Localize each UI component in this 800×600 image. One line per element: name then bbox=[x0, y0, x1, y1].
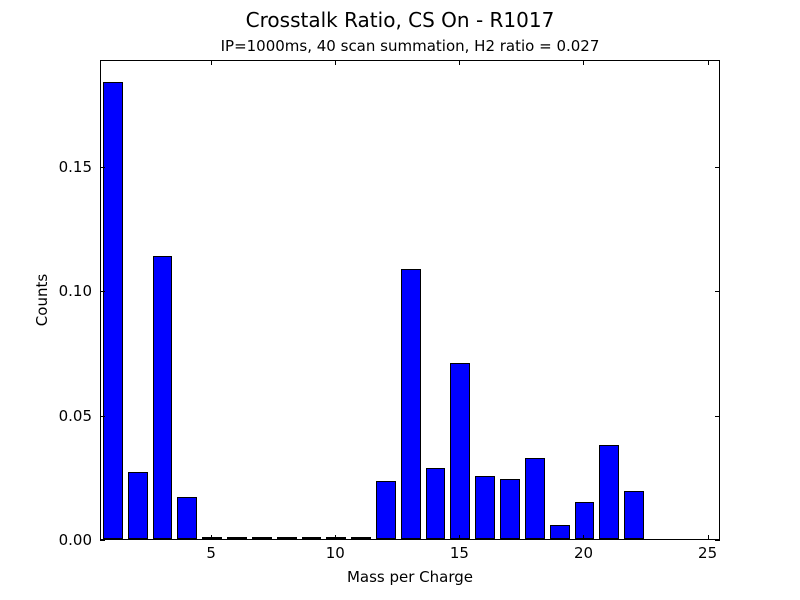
y-tick-mark bbox=[100, 291, 105, 293]
x-tick-mark bbox=[583, 60, 585, 65]
x-tick-mark bbox=[335, 60, 337, 65]
y-axis-label: Counts bbox=[33, 273, 51, 327]
y-tick-mark bbox=[100, 166, 105, 168]
x-tick-label: 10 bbox=[325, 544, 345, 562]
x-tick-mark bbox=[335, 535, 337, 540]
bar-mass-21 bbox=[599, 445, 620, 539]
bar-mass-9 bbox=[301, 537, 322, 539]
x-tick-mark bbox=[707, 60, 709, 65]
y-tick-label: 0.00 bbox=[58, 531, 92, 549]
x-tick-label: 20 bbox=[573, 544, 594, 562]
bar-mass-16 bbox=[475, 476, 496, 539]
x-axis-label: Mass per Charge bbox=[346, 568, 474, 586]
y-tick-label: 0.05 bbox=[58, 406, 92, 425]
bar-mass-1 bbox=[102, 82, 123, 539]
bar-mass-4 bbox=[177, 496, 198, 539]
chart-title: Crosstalk Ratio, CS On - R1017 bbox=[245, 8, 555, 32]
y-tick-mark bbox=[715, 415, 720, 417]
x-tick-mark bbox=[211, 535, 213, 540]
bar-mass-10 bbox=[326, 537, 347, 539]
x-tick-label: 25 bbox=[698, 544, 718, 562]
bar-mass-19 bbox=[549, 525, 570, 539]
bar-mass-7 bbox=[251, 537, 272, 539]
y-tick-mark bbox=[100, 540, 105, 541]
x-tick-mark bbox=[459, 60, 461, 65]
x-tick-label: 5 bbox=[206, 544, 216, 562]
x-tick-mark bbox=[459, 535, 461, 540]
plot-area bbox=[100, 60, 720, 540]
bar-mass-2 bbox=[127, 472, 148, 539]
x-tick-mark bbox=[583, 535, 585, 540]
bar-mass-15 bbox=[450, 363, 471, 539]
y-tick-label: 0.15 bbox=[58, 157, 92, 176]
bar-mass-14 bbox=[425, 468, 446, 539]
chart-subtitle: IP=1000ms, 40 scan summation, H2 ratio =… bbox=[220, 37, 600, 55]
x-tick-label: 15 bbox=[449, 544, 469, 562]
x-tick-mark bbox=[211, 60, 213, 65]
bar-mass-12 bbox=[376, 481, 396, 539]
y-tick-mark bbox=[715, 291, 720, 293]
bar-mass-18 bbox=[524, 458, 545, 539]
bar-mass-3 bbox=[152, 256, 173, 539]
bar-mass-13 bbox=[400, 269, 421, 539]
y-tick-mark bbox=[715, 540, 720, 541]
bar-mass-17 bbox=[500, 479, 520, 539]
bar-mass-11 bbox=[351, 537, 372, 539]
y-tick-mark bbox=[100, 415, 105, 417]
x-tick-mark bbox=[707, 535, 709, 540]
bar-mass-22 bbox=[624, 491, 645, 539]
bar-mass-20 bbox=[574, 501, 595, 539]
y-tick-mark bbox=[715, 166, 720, 168]
y-tick-label: 0.10 bbox=[58, 282, 92, 301]
bar-mass-8 bbox=[276, 537, 297, 539]
bar-mass-6 bbox=[227, 537, 247, 539]
